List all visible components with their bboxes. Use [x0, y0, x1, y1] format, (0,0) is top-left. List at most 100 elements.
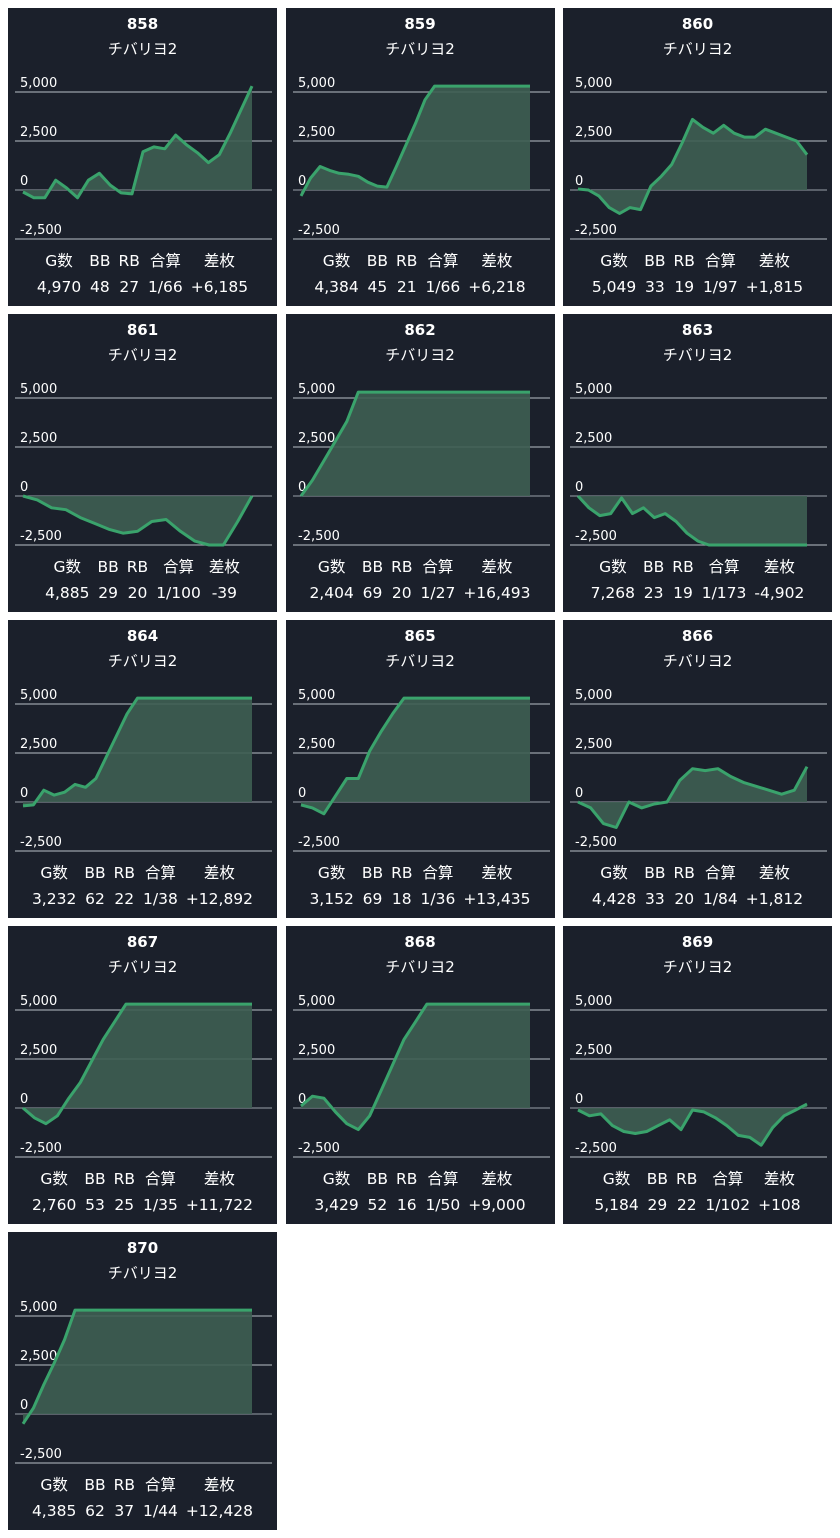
y-tick-label: -2,500	[575, 223, 617, 238]
slump-chart: 5,000 2,500 0 -2,500	[15, 76, 272, 240]
slump-line	[299, 390, 530, 497]
slump-line	[577, 117, 809, 215]
machine-number: 859	[404, 15, 436, 33]
stat-header: 差枚	[203, 1476, 235, 1494]
machine-number: 870	[126, 1239, 159, 1257]
stats-table: G数 BB RB 合算 差枚 4,384 45 21 1/66 +6,218	[286, 248, 555, 302]
slump-chart: 5,000 2,500 0 -2,500	[15, 1300, 272, 1464]
machine-name: チバリヨ2	[662, 346, 733, 364]
stat-value: 4,970	[36, 278, 82, 296]
stat-header: 合算	[427, 1170, 459, 1188]
stats-table: G数 BB RB 合算 差枚 2,404 69 20 1/27 +16,493	[286, 554, 555, 608]
stat-header: RB	[396, 1170, 418, 1188]
machine-card[interactable]: 870 チバリヨ2 5,000 2,500 0 -2,500 G数 BB RB 合算 差枚 4,385…	[8, 1232, 277, 1530]
stat-value: 45	[367, 278, 388, 296]
stat-value: 69	[362, 890, 383, 908]
stat-value: 4,428	[591, 890, 637, 908]
stat-header: BB	[89, 252, 111, 270]
machine-card[interactable]: 867 チバリヨ2 5,000 2,500 0 -2,500 G数 BB RB 合算 差枚 2,760…	[8, 926, 277, 1224]
machine-card[interactable]: 859 チバリヨ2 5,000 2,500 0 -2,500 G数 BB RB 合算 差枚 4,384…	[285, 8, 555, 306]
stat-value: 1/38	[143, 890, 178, 908]
stats-table: G数 BB RB 合算 差枚 5,049 33 19 1/97 +1,815	[563, 248, 832, 302]
machine-card[interactable]: 864 チバリヨ2 5,000 2,500 0 -2,500 G数 BB RB 合算 差枚 3,232…	[8, 620, 277, 918]
stat-value: 37	[114, 1502, 135, 1520]
stats-table: G数 BB RB 合算 差枚 7,268 23 19 1/173 -4,902	[563, 554, 832, 608]
machine-number: 861	[126, 321, 159, 339]
slump-line	[577, 1102, 808, 1147]
stat-header: 差枚	[763, 1170, 795, 1188]
stat-header: BB	[84, 864, 106, 882]
slump-chart: 5,000 2,500 0 -2,500	[292, 382, 550, 546]
slump-chart: 5,000 2,500 0 -2,500	[15, 688, 272, 852]
stat-header: G数	[40, 1476, 68, 1494]
slump-chart: 5,000 2,500 0 -2,500	[570, 382, 827, 547]
stat-value: 20	[127, 584, 148, 602]
machine-number: 868	[404, 933, 436, 951]
machine-card[interactable]: 869 チバリヨ2 5,000 2,500 0 -2,500 G数 BB RB 合算 差枚 5,184…	[563, 926, 832, 1224]
machine-name: チバリヨ2	[662, 40, 733, 58]
slump-chart: 5,000 2,500 0 -2,500	[570, 688, 827, 852]
stat-header: 差枚	[203, 864, 235, 882]
slump-area	[23, 1004, 252, 1124]
stats-table: G数 BB RB 合算 差枚 4,970 48 27 1/66 +6,185	[8, 248, 277, 302]
machine-number: 862	[404, 321, 436, 339]
y-tick-label: 5,000	[575, 382, 612, 397]
stat-value: 19	[674, 278, 695, 296]
stat-header: RB	[673, 252, 695, 270]
slump-area	[578, 119, 807, 214]
stat-value: +9,000	[468, 1196, 526, 1214]
stat-header: 差枚	[763, 558, 795, 576]
y-tick-label: -2,500	[20, 835, 62, 850]
machine-card[interactable]: 860 チバリヨ2 5,000 2,500 0 -2,500 G数 BB RB 合算 差枚 5,049…	[563, 8, 832, 306]
stat-header: 差枚	[481, 864, 513, 882]
stat-header: 合算	[422, 558, 454, 576]
slump-line	[299, 1002, 530, 1132]
stat-value: +1,812	[745, 890, 804, 908]
y-tick-label: -2,500	[20, 529, 62, 544]
machine-name: チバリヨ2	[107, 40, 178, 58]
stat-header: BB	[97, 558, 119, 576]
y-tick-label: -2,500	[298, 529, 340, 544]
stat-value: 1/173	[701, 584, 747, 602]
y-tick-label: 2,500	[20, 1349, 57, 1364]
stat-header: BB	[361, 864, 384, 882]
stat-value: 5,184	[594, 1196, 639, 1214]
stat-header: 差枚	[758, 864, 790, 882]
y-tick-label: -2,500	[298, 835, 340, 850]
stat-value: +13,435	[463, 890, 531, 908]
machine-card[interactable]: 866 チバリヨ2 5,000 2,500 0 -2,500 G数 BB RB 合算 差枚 4,428…	[563, 620, 832, 918]
machine-card[interactable]: 858 チバリヨ2 5,000 2,500 0 -2,500 G数 BB RB 合算 差枚 4,970…	[8, 8, 277, 306]
y-tick-label: -2,500	[575, 529, 617, 544]
stats-table: G数 BB RB 合算 差枚 4,885 29 20 1/100 -39	[8, 554, 277, 608]
machine-card[interactable]: 861 チバリヨ2 5,000 2,500 0 -2,500 G数 BB RB 合算 差枚 4,885…	[8, 314, 277, 612]
stat-value: 19	[673, 584, 693, 602]
stat-header: G数	[599, 558, 627, 576]
stat-header: RB	[126, 558, 149, 576]
stat-value: 1/97	[702, 278, 738, 296]
stat-value: 18	[391, 890, 412, 908]
stat-value: 69	[362, 584, 383, 602]
y-tick-label: 0	[20, 480, 28, 495]
y-tick-label: 5,000	[298, 994, 335, 1009]
slump-area	[578, 1104, 807, 1146]
machine-card[interactable]: 868 チバリヨ2 5,000 2,500 0 -2,500 G数 BB RB 合算 差枚 3,429…	[285, 926, 555, 1224]
machine-name: チバリヨ2	[385, 958, 455, 976]
stat-value: 4,385	[31, 1502, 77, 1520]
stat-value: 25	[114, 1196, 135, 1214]
y-tick-label: 5,000	[298, 688, 335, 703]
stat-value: 21	[396, 278, 417, 296]
stat-header: 差枚	[481, 1170, 513, 1188]
stat-header: RB	[391, 558, 413, 576]
stat-header: 合算	[704, 864, 736, 882]
slump-area	[300, 1004, 530, 1130]
slump-chart: 5,000 2,500 0 -2,500	[15, 994, 272, 1158]
slump-area	[578, 496, 807, 545]
stat-value: 1/84	[702, 890, 738, 908]
y-tick-label: -2,500	[575, 1141, 617, 1156]
machine-card[interactable]: 865 チバリヨ2 5,000 2,500 0 -2,500 G数 BB RB 合算 差枚 3,152…	[285, 620, 555, 918]
stat-value: 53	[85, 1196, 105, 1214]
slump-area	[23, 496, 252, 545]
machine-card[interactable]: 863 チバリヨ2 5,000 2,500 0 -2,500 G数 BB RB 合算 差枚 7,268…	[563, 314, 832, 612]
machine-card[interactable]: 862 チバリヨ2 5,000 2,500 0 -2,500 G数 BB RB 合算 差枚 2,404…	[285, 314, 555, 612]
stat-header: 合算	[712, 1170, 744, 1188]
